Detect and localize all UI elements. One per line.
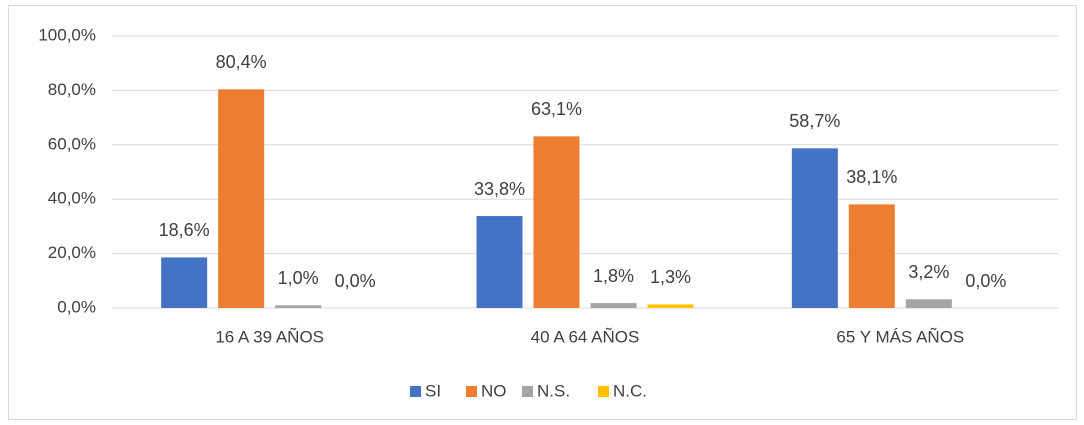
legend-label: NO: [481, 381, 507, 400]
legend-swatch: [522, 386, 533, 397]
x-tick-label: 65 Y MÁS AÑOS: [836, 327, 964, 346]
bar: [905, 299, 952, 308]
data-label: 1,3%: [650, 267, 691, 287]
x-tick-label: 16 A 39 AÑOS: [215, 327, 324, 346]
bar: [533, 136, 580, 308]
bar: [476, 216, 523, 308]
data-label: 80,4%: [216, 52, 267, 72]
legend-label: N.C.: [613, 381, 647, 400]
data-label: 3,2%: [908, 262, 949, 282]
legend-swatch: [598, 386, 609, 397]
bar: [275, 305, 322, 308]
data-label: 18,6%: [159, 220, 210, 240]
legend-label: SI: [425, 381, 441, 400]
bar: [791, 148, 838, 308]
data-label: 38,1%: [846, 167, 897, 187]
legend-swatch: [466, 386, 477, 397]
y-tick-label: 0,0%: [57, 297, 96, 316]
bar: [848, 204, 895, 308]
data-label: 33,8%: [474, 179, 525, 199]
x-tick-label: 40 A 64 AÑOS: [531, 327, 640, 346]
bar: [218, 89, 265, 308]
bar: [161, 257, 208, 308]
data-label: 58,7%: [789, 111, 840, 131]
y-tick-label: 100,0%: [38, 25, 96, 44]
bar: [590, 303, 637, 308]
data-label: 0,0%: [335, 271, 376, 291]
bar: [647, 304, 694, 308]
legend-swatch: [410, 386, 421, 397]
y-tick-label: 40,0%: [48, 189, 96, 208]
data-label: 1,8%: [593, 266, 634, 286]
data-label: 0,0%: [965, 271, 1006, 291]
data-label: 1,0%: [278, 268, 319, 288]
legend-label: N.S.: [537, 381, 570, 400]
y-tick-label: 60,0%: [48, 134, 96, 153]
y-tick-label: 20,0%: [48, 243, 96, 262]
data-label: 63,1%: [531, 99, 582, 119]
y-tick-label: 80,0%: [48, 80, 96, 99]
